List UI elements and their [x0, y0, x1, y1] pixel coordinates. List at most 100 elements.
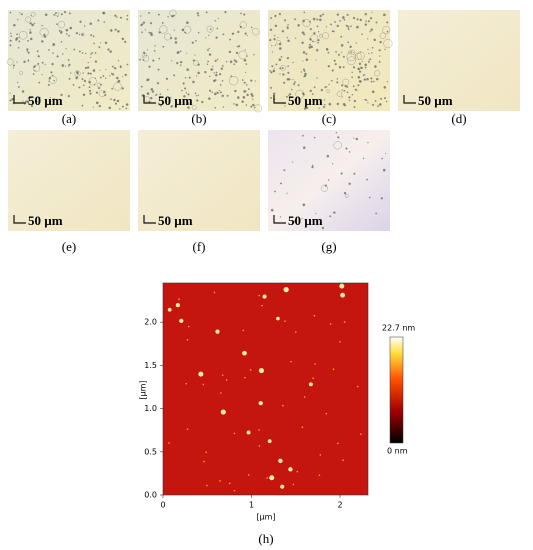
particle — [112, 73, 115, 76]
particle — [151, 90, 155, 93]
particle — [271, 51, 274, 53]
scale-bar-label: 50 µm — [418, 93, 453, 108]
x-tick-label: 1 — [249, 501, 254, 510]
particle — [214, 106, 217, 109]
particle — [286, 26, 289, 29]
particle — [93, 42, 95, 45]
particle — [116, 76, 119, 80]
feature — [233, 432, 236, 435]
particle — [19, 12, 21, 14]
particle — [353, 99, 357, 103]
particle — [185, 52, 188, 54]
particle — [319, 14, 322, 18]
particle — [82, 93, 86, 97]
feature — [313, 314, 316, 317]
particle — [9, 99, 12, 102]
particle — [27, 59, 30, 62]
particle — [89, 72, 92, 75]
particle — [142, 55, 150, 62]
particle — [272, 92, 276, 96]
particle — [170, 105, 173, 108]
feature — [356, 385, 359, 388]
particle — [252, 103, 255, 107]
particle — [52, 44, 54, 47]
particle — [367, 38, 369, 40]
y-tick-label: 0.0 — [144, 491, 157, 500]
particle — [253, 53, 255, 56]
particle — [317, 31, 320, 33]
feature — [233, 489, 236, 492]
particle — [372, 103, 375, 106]
particle — [47, 83, 50, 86]
particle — [309, 28, 312, 31]
particle — [111, 87, 114, 90]
particle — [277, 37, 279, 39]
particle — [196, 12, 199, 15]
particle — [361, 60, 364, 63]
particle — [75, 76, 79, 80]
particle — [159, 93, 162, 96]
feature — [295, 331, 297, 333]
scale-bar-label: 50 µm — [158, 93, 193, 108]
particle — [53, 13, 56, 16]
particle — [6, 58, 14, 66]
feature — [280, 484, 285, 489]
feature — [179, 318, 184, 323]
particle — [269, 70, 271, 72]
feature — [269, 475, 275, 481]
particle — [346, 85, 349, 88]
particle — [89, 22, 93, 25]
particle — [44, 13, 48, 17]
particle — [43, 35, 47, 38]
particle — [157, 68, 160, 71]
particle — [322, 105, 326, 109]
particle — [29, 22, 32, 25]
scale-bar-label: 50 µm — [28, 93, 63, 108]
particle — [220, 67, 224, 70]
particle — [250, 79, 253, 82]
particle — [286, 56, 290, 60]
particle — [57, 20, 66, 29]
particle — [191, 41, 194, 44]
particle — [41, 24, 43, 27]
feature — [258, 400, 263, 406]
particle — [283, 19, 287, 22]
particle — [336, 91, 343, 97]
particle — [386, 30, 389, 33]
particle — [351, 93, 354, 96]
particle — [354, 52, 362, 60]
particle — [79, 20, 82, 23]
particle — [273, 38, 276, 41]
particle — [318, 18, 322, 22]
particle — [142, 59, 145, 61]
particle — [303, 33, 306, 36]
particle — [109, 50, 112, 53]
particle — [173, 29, 175, 31]
y-tick-label: 2.0 — [144, 318, 157, 327]
y-tick-label: 0.5 — [144, 447, 157, 456]
particle — [18, 40, 21, 43]
particle — [94, 77, 97, 79]
particle — [274, 14, 277, 18]
particle — [305, 58, 309, 62]
particle — [32, 73, 35, 75]
particle — [187, 93, 190, 96]
feature — [339, 340, 341, 343]
particle — [282, 73, 285, 76]
particle — [246, 93, 249, 97]
particle — [384, 48, 386, 51]
feature — [325, 412, 328, 415]
particle — [170, 36, 173, 40]
particle — [270, 86, 273, 89]
particle — [228, 50, 232, 54]
particle — [241, 100, 244, 103]
particle — [215, 36, 218, 39]
particle — [239, 21, 247, 29]
feature — [318, 474, 321, 476]
particle — [234, 89, 237, 93]
particle — [247, 88, 250, 91]
particle — [333, 141, 342, 150]
particle — [357, 75, 361, 79]
particle — [297, 84, 300, 87]
particle — [103, 21, 106, 23]
